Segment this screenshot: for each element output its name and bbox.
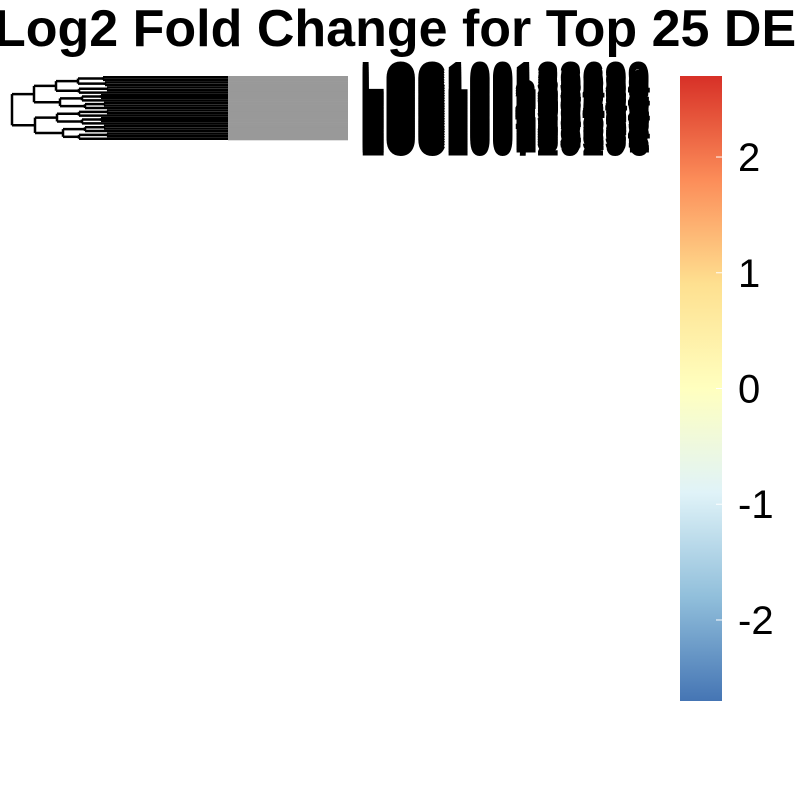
row-label: LOC100129405 (360, 83, 650, 135)
row-label: LOC100130890 (360, 98, 650, 150)
row-label: LOC100132287 (360, 67, 650, 119)
heatmap-cell (228, 111, 348, 115)
heatmap-cell (228, 137, 348, 141)
colorbar-tick-label: 1 (738, 252, 760, 296)
row-label: LOC100128239 (360, 54, 650, 106)
heatmap-cell (228, 132, 348, 136)
row-label: LOC100289656 (360, 77, 650, 129)
row-label: LOC100132174 (360, 103, 650, 155)
color-legend (680, 76, 722, 701)
heatmap-cell (228, 127, 348, 131)
heatmap-cells (228, 76, 348, 141)
colorbar-tick-label: 2 (738, 136, 760, 180)
heatmap-cell (228, 114, 348, 118)
row-label: LOC100287934 (360, 70, 650, 122)
row-label: LOC100131098 (360, 100, 650, 152)
heatmap-cell (228, 106, 348, 110)
heatmap-cell (228, 122, 348, 125)
colorbar-ticks: 2 1 0 -1 -2 (716, 136, 774, 643)
row-label: LOC100133489 (360, 62, 650, 114)
row-label: LOC100133699 (360, 52, 650, 104)
row-label: LOC100129518 (360, 93, 650, 145)
row-label: LOC100133331 (360, 111, 650, 163)
row-label: LOC100128815 (360, 90, 650, 142)
heatmap-cell (228, 116, 348, 120)
colorbar-tick-label: -2 (738, 599, 774, 643)
row-dendrogram (10, 76, 228, 140)
colorbar-gradient (680, 76, 722, 701)
row-label: LOC100130250 (360, 95, 650, 147)
row-label: LOC100131754 (360, 85, 650, 137)
heatmap-cell (228, 129, 348, 133)
colorbar-tick-label: 0 (738, 368, 760, 412)
row-label: LOC100132062 (360, 65, 650, 117)
row-label: LOC100132832 (360, 106, 650, 158)
heatmap-cell (228, 109, 348, 113)
heatmap-cell (228, 83, 348, 87)
heatmap-cell (228, 99, 348, 102)
row-labels: LOC100133699LOC100128239LOC100129934LOC1… (360, 52, 650, 165)
row-label: LOC100133161 (360, 108, 650, 160)
heatmap-cell (228, 81, 348, 84)
heatmap-cell (228, 78, 348, 82)
row-label: LOC100130417 (360, 80, 650, 132)
heatmap-cell (228, 119, 348, 123)
row-label: LOC100129934 (360, 57, 650, 109)
colorbar-tick-label: -1 (738, 483, 774, 527)
chart-title: Log2 Fold Change for Top 25 DE (0, 0, 796, 58)
heatmap-cell (228, 104, 348, 108)
heatmap-cell (228, 76, 348, 79)
heatmap-cell (228, 91, 348, 95)
heatmap-cell (228, 88, 348, 92)
heatmap-cell (228, 96, 348, 100)
heatmap-cell (228, 134, 348, 138)
heatmap-cell (228, 86, 348, 90)
heatmap-cell (228, 101, 348, 105)
row-label: LOC100127998 (360, 88, 650, 140)
row-label: LOC100288778 (360, 72, 650, 124)
row-label: LOC100729296 (360, 113, 650, 165)
heatmap-cell (228, 124, 348, 128)
row-label: LOC100289341 (360, 75, 650, 127)
heatmap-cell (228, 93, 348, 97)
row-label: LOC100131691 (360, 60, 650, 112)
